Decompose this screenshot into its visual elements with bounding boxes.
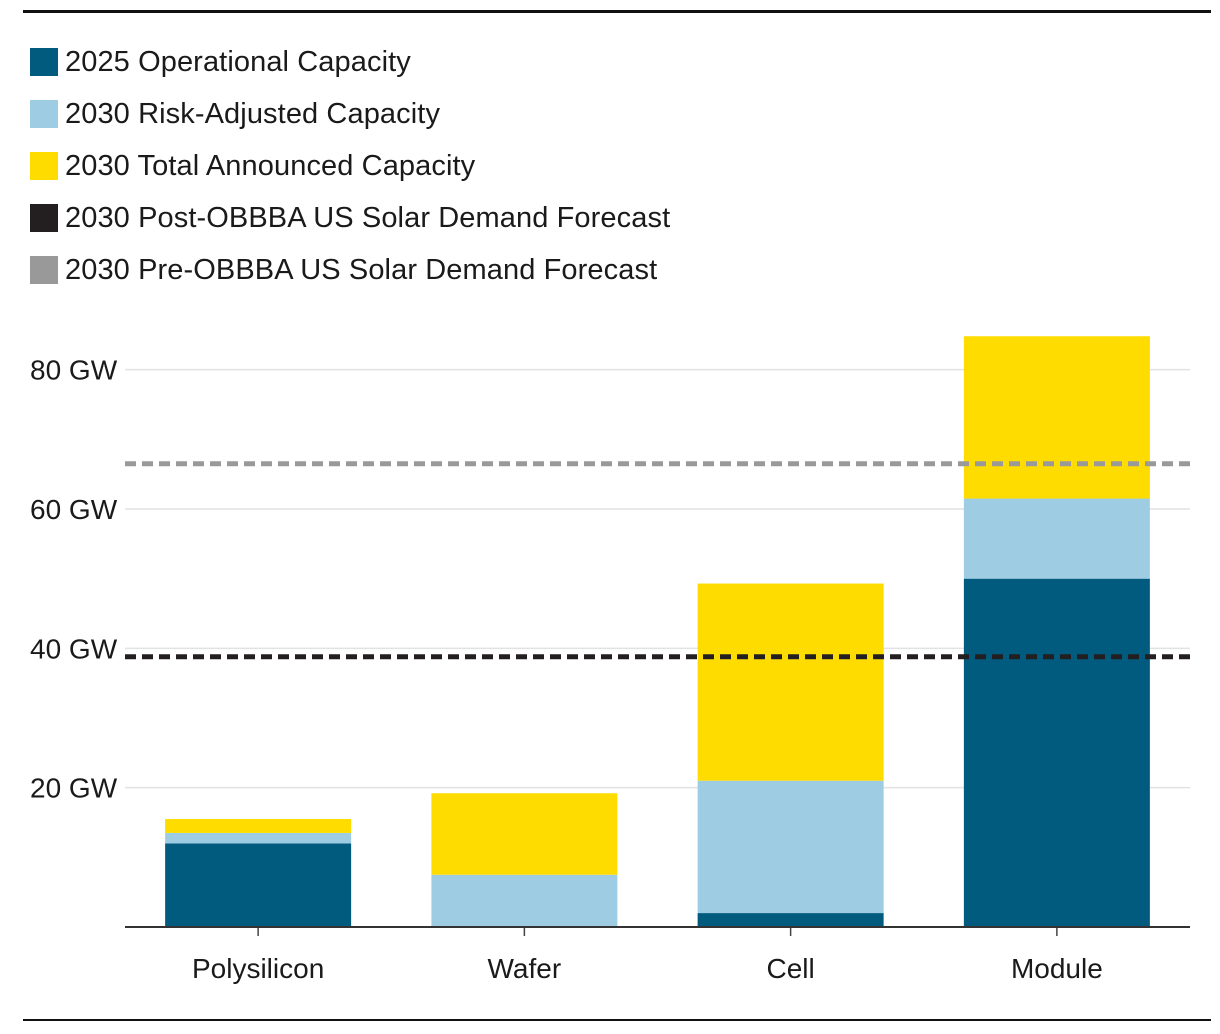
y-tick-label: 20 GW xyxy=(30,773,118,804)
x-tick-label: Polysilicon xyxy=(192,953,324,984)
top-rule xyxy=(23,10,1211,13)
bar-segment-cell xyxy=(697,913,884,927)
bar-segment-wafer xyxy=(431,793,618,875)
bar-segment-polysilicon xyxy=(165,819,352,833)
legend-label: 2030 Pre-OBBBA US Solar Demand Forecast xyxy=(65,253,658,286)
legend-label: 2025 Operational Capacity xyxy=(65,45,411,78)
bar-segment-module xyxy=(963,498,1150,579)
legend-label: 2030 Total Announced Capacity xyxy=(65,149,476,182)
bar-segment-module xyxy=(963,578,1150,927)
bar-segment-wafer xyxy=(431,874,618,927)
legend-item-post-obbba-forecast: 2030 Post-OBBBA US Solar Demand Forecast xyxy=(30,192,670,244)
legend-label: 2030 Risk-Adjusted Capacity xyxy=(65,97,441,130)
x-tick-label: Cell xyxy=(767,953,815,984)
y-tick-label: 40 GW xyxy=(30,633,118,664)
bar-segment-polysilicon xyxy=(165,832,352,844)
y-tick-label: 60 GW xyxy=(30,494,118,525)
x-tick-label: Wafer xyxy=(488,953,562,984)
legend-swatch xyxy=(30,204,58,232)
legend-swatch xyxy=(30,48,58,76)
x-tick-label: Module xyxy=(1011,953,1103,984)
legend-swatch xyxy=(30,152,58,180)
legend-swatch xyxy=(30,100,58,128)
legend-item-risk-adjusted-2030: 2030 Risk-Adjusted Capacity xyxy=(30,88,670,140)
legend-label: 2030 Post-OBBBA US Solar Demand Forecast xyxy=(65,201,671,234)
y-tick-label: 80 GW xyxy=(30,355,118,386)
bar-segment-cell xyxy=(697,780,884,914)
legend-item-total-announced-2030: 2030 Total Announced Capacity xyxy=(30,140,670,192)
legend-swatch xyxy=(30,256,58,284)
legend-item-operational-2025: 2025 Operational Capacity xyxy=(30,36,670,88)
legend-item-pre-obbba-forecast: 2030 Pre-OBBBA US Solar Demand Forecast xyxy=(30,244,670,296)
bar-segment-module xyxy=(963,336,1150,499)
legend: 2025 Operational Capacity 2030 Risk-Adju… xyxy=(30,36,670,296)
bar-segment-polysilicon xyxy=(165,843,352,927)
bar-segment-cell xyxy=(697,583,884,781)
bottom-rule xyxy=(23,1019,1211,1021)
